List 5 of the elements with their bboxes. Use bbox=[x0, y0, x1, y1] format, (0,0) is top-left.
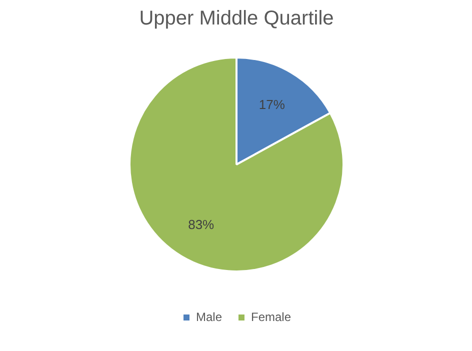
data-label: 17% bbox=[258, 97, 286, 112]
data-label: 83% bbox=[188, 216, 215, 232]
legend-label: Female bbox=[251, 310, 292, 324]
legend-label: Male bbox=[196, 310, 222, 324]
chart-title: Upper Middle Quartile bbox=[139, 8, 334, 30]
